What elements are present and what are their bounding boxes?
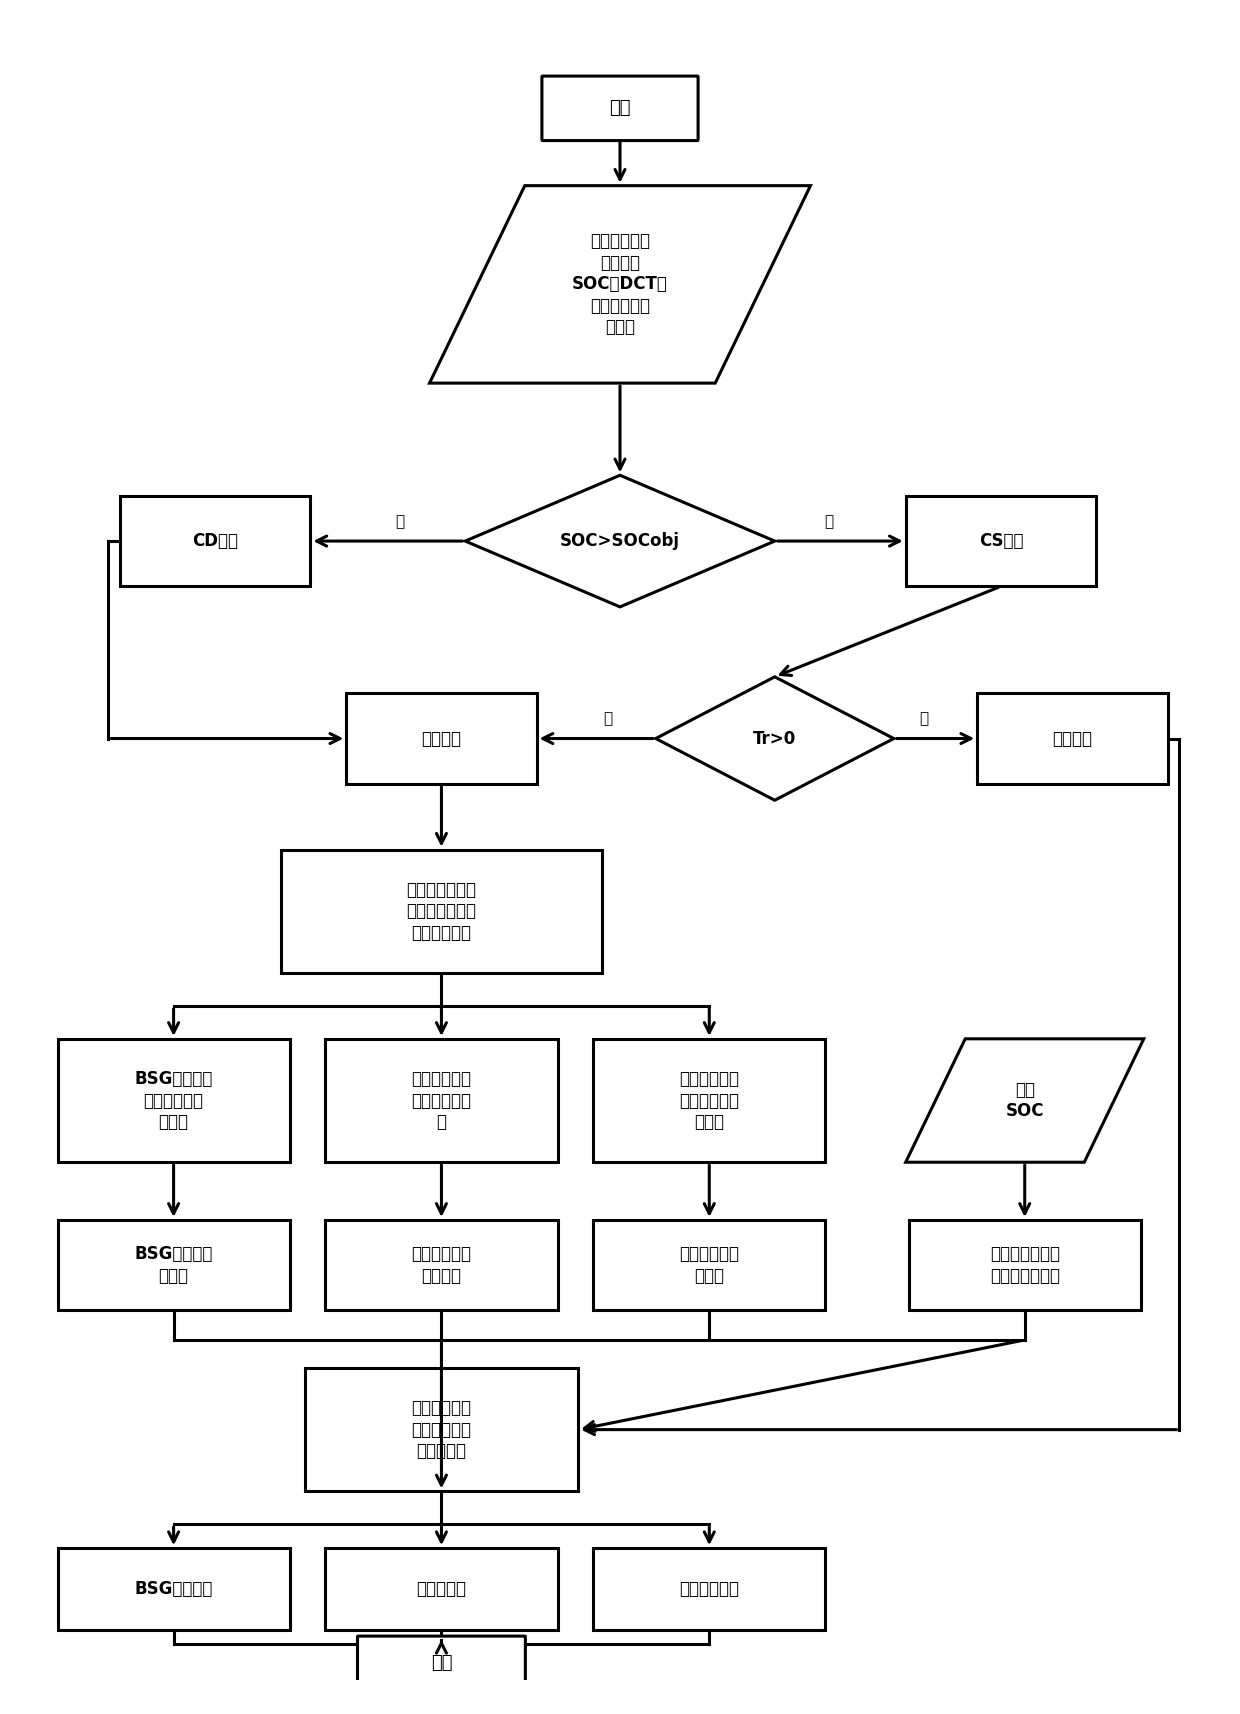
Text: BSG电机等效
油耗率: BSG电机等效 油耗率 <box>134 1246 213 1286</box>
Text: 否: 否 <box>823 514 833 530</box>
Bar <box>305 1368 578 1491</box>
Polygon shape <box>465 475 775 607</box>
Bar <box>593 1039 826 1162</box>
Text: 查表得到实时等
效燃油消耗因子: 查表得到实时等 效燃油消耗因子 <box>990 1246 1060 1286</box>
Bar <box>280 850 603 974</box>
Text: BSG电机机械
特性和效率特
性数据: BSG电机机械 特性和效率特 性数据 <box>134 1070 213 1131</box>
Bar <box>593 1548 826 1630</box>
Text: Tr>0: Tr>0 <box>753 730 796 747</box>
Text: CS阶段: CS阶段 <box>978 531 1023 550</box>
Text: CD阶段: CD阶段 <box>192 531 238 550</box>
Text: 发动机瞬时燃
油消耗率: 发动机瞬时燃 油消耗率 <box>412 1246 471 1286</box>
Text: 求优化目标函
数最小值及对
应的控制量: 求优化目标函 数最小值及对 应的控制量 <box>412 1399 471 1460</box>
Bar <box>57 1039 290 1162</box>
Bar <box>593 1220 826 1309</box>
Text: SOC>SOCobj: SOC>SOCobj <box>560 531 680 550</box>
Bar <box>346 692 537 783</box>
Text: 后桥电机等效
油耗率: 后桥电机等效 油耗率 <box>680 1246 739 1286</box>
Text: 是: 是 <box>604 711 613 727</box>
Text: 否: 否 <box>919 711 928 727</box>
FancyBboxPatch shape <box>357 1637 526 1690</box>
Bar <box>325 1039 558 1162</box>
Polygon shape <box>905 1039 1143 1162</box>
Text: 电池
SOC: 电池 SOC <box>1006 1082 1044 1121</box>
Bar <box>57 1220 290 1309</box>
Bar <box>57 1548 290 1630</box>
Text: 是: 是 <box>396 514 404 530</box>
Bar <box>325 1548 558 1630</box>
Text: 后桥电机转矩: 后桥电机转矩 <box>680 1580 739 1597</box>
Text: 发动机万有特
性及外特性数
据: 发动机万有特 性及外特性数 据 <box>412 1070 471 1131</box>
FancyBboxPatch shape <box>542 75 698 141</box>
Text: 输入车速、需
求转矩、
SOC、DCT档
位、两档变速
器档位: 输入车速、需 求转矩、 SOC、DCT档 位、两档变速 器档位 <box>572 233 668 336</box>
Polygon shape <box>656 677 894 800</box>
Text: 发动机转矩: 发动机转矩 <box>417 1580 466 1597</box>
Bar <box>909 1220 1141 1309</box>
Bar <box>977 692 1168 783</box>
Text: 驱动工况: 驱动工况 <box>422 730 461 747</box>
Text: 开始: 开始 <box>609 99 631 117</box>
Bar <box>325 1220 558 1309</box>
Bar <box>905 495 1096 586</box>
Text: BSG电机转矩: BSG电机转矩 <box>134 1580 213 1597</box>
Text: 制动工况: 制动工况 <box>1053 730 1092 747</box>
Bar <box>120 495 310 586</box>
Text: 当前档位下三动
力源各种可能的
转矩分配组合: 当前档位下三动 力源各种可能的 转矩分配组合 <box>407 881 476 941</box>
Text: 后桥电机机械
特性和效率特
性数据: 后桥电机机械 特性和效率特 性数据 <box>680 1070 739 1131</box>
Text: 输出: 输出 <box>430 1654 453 1673</box>
Polygon shape <box>429 185 811 384</box>
